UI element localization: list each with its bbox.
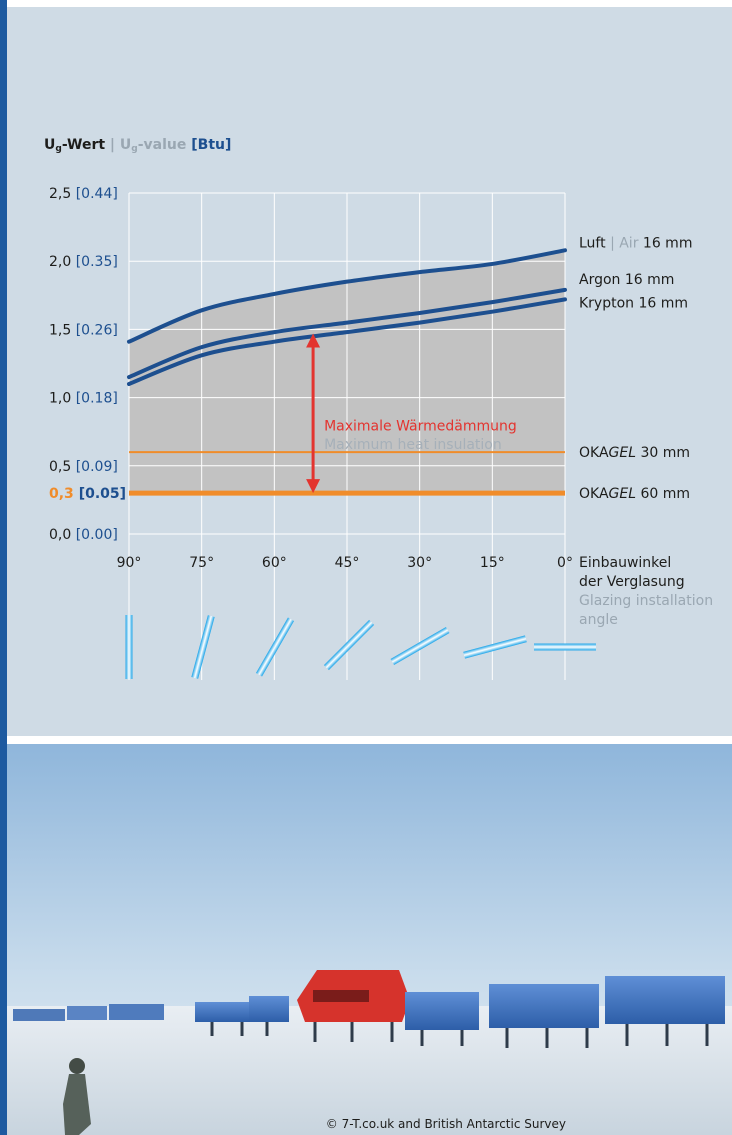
antarctic-station-photo: © 7-T.co.uk and British Antarctic Survey bbox=[7, 744, 732, 1135]
y-tick-btu: [0.09] bbox=[76, 459, 118, 475]
top-strip bbox=[7, 0, 732, 7]
y-tick-btu: [0.26] bbox=[76, 322, 118, 338]
x-axis-label-line: angle bbox=[579, 612, 618, 628]
annotation-text-de: Maximale Wärmedämmung bbox=[324, 418, 517, 434]
glazing-pane bbox=[255, 617, 295, 677]
series-label-argon: Argon 16 mm bbox=[579, 272, 674, 288]
label-part: 16 mm bbox=[638, 235, 692, 251]
glazing-pane bbox=[390, 626, 450, 666]
y-tick-label: 2,0 [0.35] bbox=[49, 254, 118, 270]
glazing-angle-icon bbox=[534, 643, 596, 651]
left-accent-bar bbox=[0, 0, 7, 1135]
glazing-pane bbox=[534, 643, 596, 651]
x-tick-label: 45° bbox=[335, 555, 360, 571]
glazing-angle-icon bbox=[463, 635, 527, 659]
x-axis-label-line: Glazing installation bbox=[579, 593, 713, 609]
y-tick-label: 1,0 [0.18] bbox=[49, 391, 118, 407]
y-tick-value: 1,0 bbox=[49, 391, 76, 407]
x-axis-label-line: der Verglasung bbox=[579, 574, 685, 590]
y-tick-value: 0,3 bbox=[49, 486, 79, 502]
series-label-krypton: Krypton 16 mm bbox=[579, 295, 688, 311]
y-tick-label: 1,5 [0.26] bbox=[49, 322, 118, 338]
series-line-argon bbox=[127, 287, 567, 380]
y-tick-label: 0,3 [0.05] bbox=[49, 486, 126, 502]
label-part: Luft bbox=[579, 235, 610, 251]
x-tick-label: 90° bbox=[117, 555, 142, 571]
series-label-air: Luft | Air 16 mm bbox=[579, 235, 692, 251]
ug-value-chart: 0,0 [0.00] 0,5 [0.09] 1,0 [0.18] 1,5 [0.26]… bbox=[49, 186, 713, 680]
y-tick-btu: [0.00] bbox=[76, 527, 118, 543]
label-part: OKA bbox=[579, 445, 609, 461]
y-tick-value: 1,5 bbox=[49, 322, 76, 338]
y-tick-label: 2,5 [0.44] bbox=[49, 186, 118, 202]
y-tick-btu: [0.35] bbox=[76, 254, 118, 270]
title-separator: | bbox=[109, 137, 116, 153]
glazing-angle-icon bbox=[390, 626, 450, 666]
series-label-okagel-60: OKAGEL 60 mm bbox=[579, 486, 690, 502]
y-tick-btu: [0.18] bbox=[76, 391, 118, 407]
glazing-angle-icon bbox=[255, 617, 295, 677]
glazing-angle-icon bbox=[191, 615, 215, 679]
x-axis-label-line: Einbauwinkel bbox=[579, 555, 671, 571]
x-tick-label: 30° bbox=[407, 555, 432, 571]
glazing-angle-icon bbox=[125, 615, 133, 679]
annotation-arrow-head-down bbox=[306, 479, 321, 494]
x-tick-label: 15° bbox=[480, 555, 505, 571]
chart-title: Ug-Wert | Ug-value [Btu] bbox=[44, 137, 231, 154]
glazing-angle-icon bbox=[323, 619, 375, 671]
series-line-air bbox=[127, 248, 567, 344]
glazing-pane bbox=[323, 619, 375, 671]
label-part: Air bbox=[619, 235, 638, 251]
title-main: Ug-Wert bbox=[44, 137, 106, 154]
y-tick-label: 0,5 [0.09] bbox=[49, 459, 118, 475]
series-line-krypton bbox=[127, 297, 567, 386]
y-tick-btu: [0.44] bbox=[76, 186, 118, 202]
photo-credit: © 7-T.co.uk and British Antarctic Survey bbox=[325, 1117, 566, 1131]
x-tick-label: 60° bbox=[262, 555, 287, 571]
y-tick-value: 0,5 bbox=[49, 459, 76, 475]
annotation-arrow-head-up bbox=[306, 333, 321, 348]
y-tick-btu: [0.05] bbox=[79, 486, 126, 502]
glazing-pane bbox=[463, 635, 527, 659]
label-part: GEL bbox=[609, 486, 637, 502]
label-part: OKA bbox=[579, 486, 609, 502]
station-illustration bbox=[7, 744, 732, 1135]
title-alt: Ug-value bbox=[119, 137, 187, 154]
label-part: | bbox=[610, 235, 619, 251]
y-tick-value: 0,0 bbox=[49, 527, 76, 543]
annotation-text-en: Maximum heat insulation bbox=[324, 437, 502, 453]
panel-divider bbox=[7, 736, 732, 744]
glazing-pane bbox=[191, 615, 215, 679]
y-tick-label: 0,0 [0.00] bbox=[49, 527, 118, 543]
title-unit: [Btu] bbox=[191, 137, 232, 153]
glazing-pane bbox=[125, 615, 133, 679]
y-tick-value: 2,0 bbox=[49, 254, 76, 270]
label-part: 30 mm bbox=[636, 445, 690, 461]
label-part: 60 mm bbox=[636, 486, 690, 502]
label-part: GEL bbox=[609, 445, 637, 461]
series-label-okagel-30: OKAGEL 30 mm bbox=[579, 445, 690, 461]
y-tick-value: 2,5 bbox=[49, 186, 76, 202]
x-tick-label: 0° bbox=[557, 555, 573, 571]
x-tick-label: 75° bbox=[189, 555, 214, 571]
